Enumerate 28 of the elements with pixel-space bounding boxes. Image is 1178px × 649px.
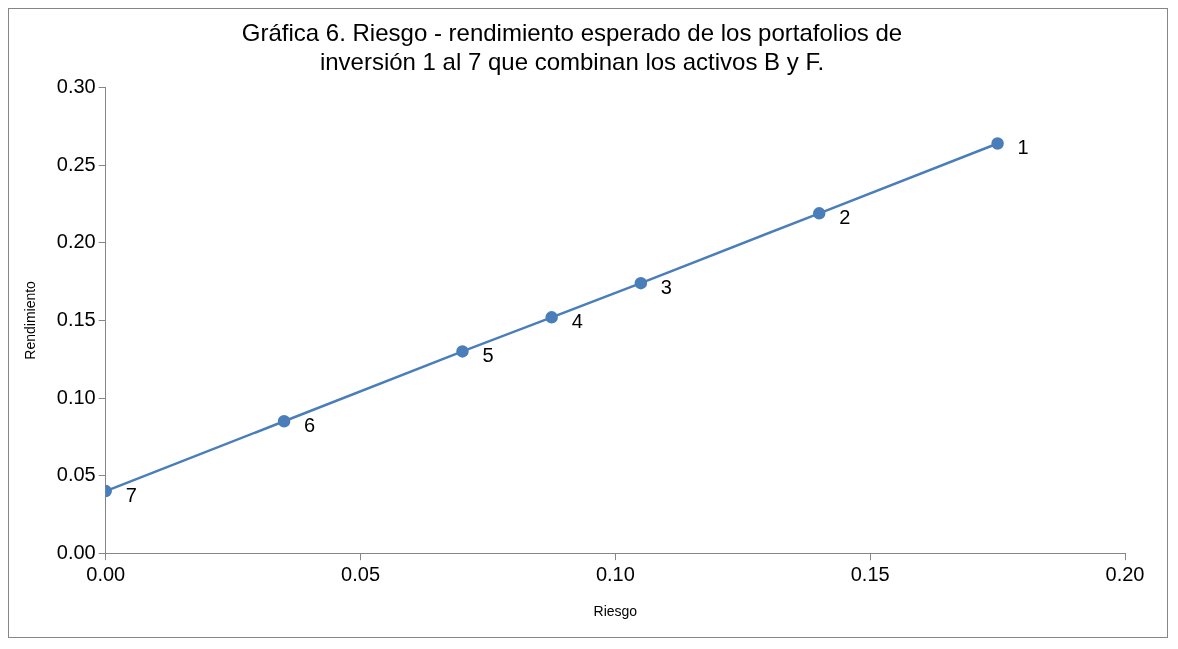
y-tick-label: 0.05 (56, 463, 96, 486)
point (991, 137, 1004, 150)
annotation: 2 (839, 205, 851, 228)
x-tick-label: 0.10 (595, 562, 635, 585)
y-tick-label: 0.25 (56, 152, 96, 175)
y-tick-label: 0.15 (56, 307, 96, 330)
point (812, 207, 826, 220)
annotation: 1 (1017, 135, 1029, 158)
y-axis-title: Rendimiento (22, 280, 39, 360)
x-tick-label: 0.00 (86, 562, 126, 585)
chart-title: Gráfica 6. Riesgo - rendimiento esperado de los portafolios de inversión 1 al 7 que combinan los activos B y F. (241, 19, 903, 75)
point (277, 415, 291, 428)
point (634, 276, 648, 290)
y-tick-label: 0.20 (56, 230, 96, 253)
x-tick-label: 0.20 (1105, 562, 1145, 585)
point (545, 311, 558, 324)
annotation: 7 (125, 483, 137, 506)
annotation: 5 (482, 343, 494, 366)
annotation: 3 (660, 275, 672, 298)
y-tick-label: 0.30 (56, 75, 96, 98)
annotation: 4 (571, 309, 583, 332)
y-tick-label: 0.00 (56, 540, 96, 563)
x-tick-label: 0.15 (850, 562, 890, 585)
annotation: 6 (304, 413, 316, 436)
point (456, 345, 469, 358)
x-tick-label: 0.05 (341, 562, 381, 585)
x-axis-title: Riesgo (593, 603, 638, 620)
y-tick-label: 0.10 (56, 385, 96, 408)
